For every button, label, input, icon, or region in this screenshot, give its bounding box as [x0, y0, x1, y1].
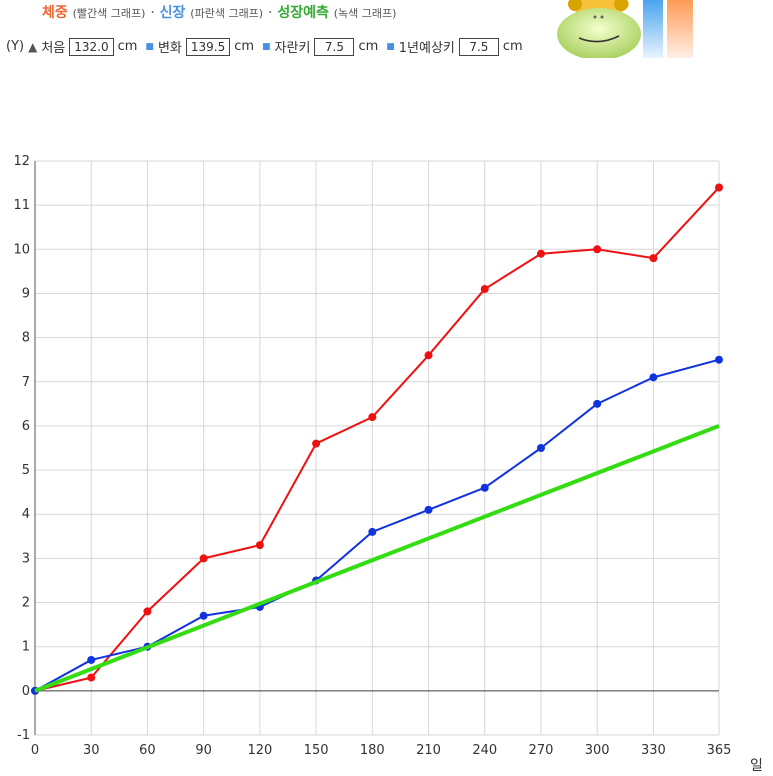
legend-growth-sub: (녹색 그래프): [333, 7, 397, 20]
bullet-icon: ■: [145, 41, 154, 52]
x-tick-label: 90: [195, 743, 212, 758]
change-value-field[interactable]: 139.5: [185, 37, 231, 56]
y-tick-label: 1: [22, 640, 30, 655]
y-tick-label: 5: [22, 463, 30, 478]
point-weight: [143, 607, 152, 616]
y-tick-label: 9: [22, 286, 30, 301]
series-line-growth: [34, 424, 720, 693]
y-tick-label: 12: [13, 154, 30, 169]
point-height: [593, 399, 602, 408]
legend-growth: 성장예측: [277, 5, 329, 21]
point-weight: [715, 183, 723, 192]
point-height: [87, 655, 96, 664]
x-tick-label: 365: [707, 743, 732, 758]
y-tick-label: 8: [22, 331, 30, 346]
legend-weight-sub: (빨간색 그래프): [72, 7, 146, 20]
point-height: [424, 505, 433, 514]
controls-bar: (Y) ▲ 처음 132.0 cm ■ 변화 139.5 cm ■ 자란키 7.…: [6, 37, 523, 56]
x-tick-label: 240: [472, 743, 497, 758]
point-height: [715, 355, 723, 364]
x-tick-label: 270: [529, 743, 554, 758]
x-tick-label: 120: [247, 743, 272, 758]
start-value-field[interactable]: 132.0: [69, 37, 114, 56]
y-tick-label: 11: [13, 198, 30, 213]
x-tick-label: 210: [416, 743, 441, 758]
point-weight: [199, 554, 208, 563]
y-tick-label: 2: [22, 596, 30, 611]
x-tick-label: 330: [641, 743, 666, 758]
axes: [34, 161, 719, 735]
bullet-icon: ■: [386, 41, 395, 52]
point-height: [536, 444, 545, 452]
legend-height: 신장: [159, 5, 186, 21]
legend-weight: 체중: [42, 5, 68, 21]
point-height: [368, 527, 377, 536]
point-weight: [312, 439, 321, 448]
point-weight: [649, 254, 658, 263]
x-tick-label: 150: [304, 743, 329, 758]
up-triangle-icon: ▲: [28, 39, 38, 54]
y-tick-label: 0: [22, 684, 30, 699]
yearly-label: 1년예상키: [398, 41, 455, 56]
start-label: 처음: [41, 41, 66, 56]
series-line-weight: [34, 186, 720, 692]
bullet-icon: ■: [262, 41, 271, 52]
point-weight: [480, 285, 489, 294]
x-axis-label: 일: [750, 758, 763, 774]
legend-sep-1: ·: [150, 5, 155, 21]
x-tick-label: 180: [360, 743, 385, 758]
point-weight: [424, 351, 433, 360]
point-height: [480, 483, 489, 492]
point-weight: [255, 541, 264, 550]
point-weight: [593, 245, 602, 254]
x-tick-label: 0: [31, 743, 39, 758]
yearly-value-field[interactable]: 7.5: [458, 37, 499, 56]
axis-marker: (Y): [6, 39, 25, 54]
mascot-giraffe-icon: [555, 0, 700, 58]
x-tick-label: 30: [83, 743, 100, 758]
change-unit: cm: [234, 39, 255, 54]
point-weight: [87, 673, 96, 682]
y-tick-label: 6: [22, 419, 30, 434]
legend: 체중 (빨간색 그래프) · 신장 (파란색 그래프) · 성장예측 (녹색 그…: [42, 2, 396, 22]
y-tick-label: 7: [22, 375, 30, 390]
y-tick-label: 10: [13, 242, 30, 257]
y-tick-label: 3: [22, 551, 30, 566]
tick-labels: 0 30 60 90 120 150 180 210 240 270 300 330 365-10123…: [13, 154, 731, 758]
start-unit: cm: [117, 39, 138, 54]
legend-sep-2: ·: [267, 5, 273, 21]
yearly-unit: cm: [502, 39, 523, 54]
change-label: 변화: [157, 41, 182, 56]
grown-unit: cm: [358, 39, 379, 54]
y-tick-label: -1: [17, 728, 30, 743]
grown-label: 자란키: [274, 41, 311, 56]
series-layer: [31, 183, 723, 695]
x-tick-label: 60: [139, 743, 156, 758]
series-line-height: [34, 358, 720, 692]
point-weight: [536, 249, 545, 258]
point-height: [649, 373, 658, 382]
x-tick-label: 300: [585, 743, 610, 758]
legend-height-sub: (파란색 그래프): [190, 7, 264, 20]
grown-value-field[interactable]: 7.5: [314, 37, 355, 56]
y-tick-label: 4: [22, 507, 30, 522]
point-height: [199, 611, 208, 620]
point-weight: [368, 413, 377, 422]
